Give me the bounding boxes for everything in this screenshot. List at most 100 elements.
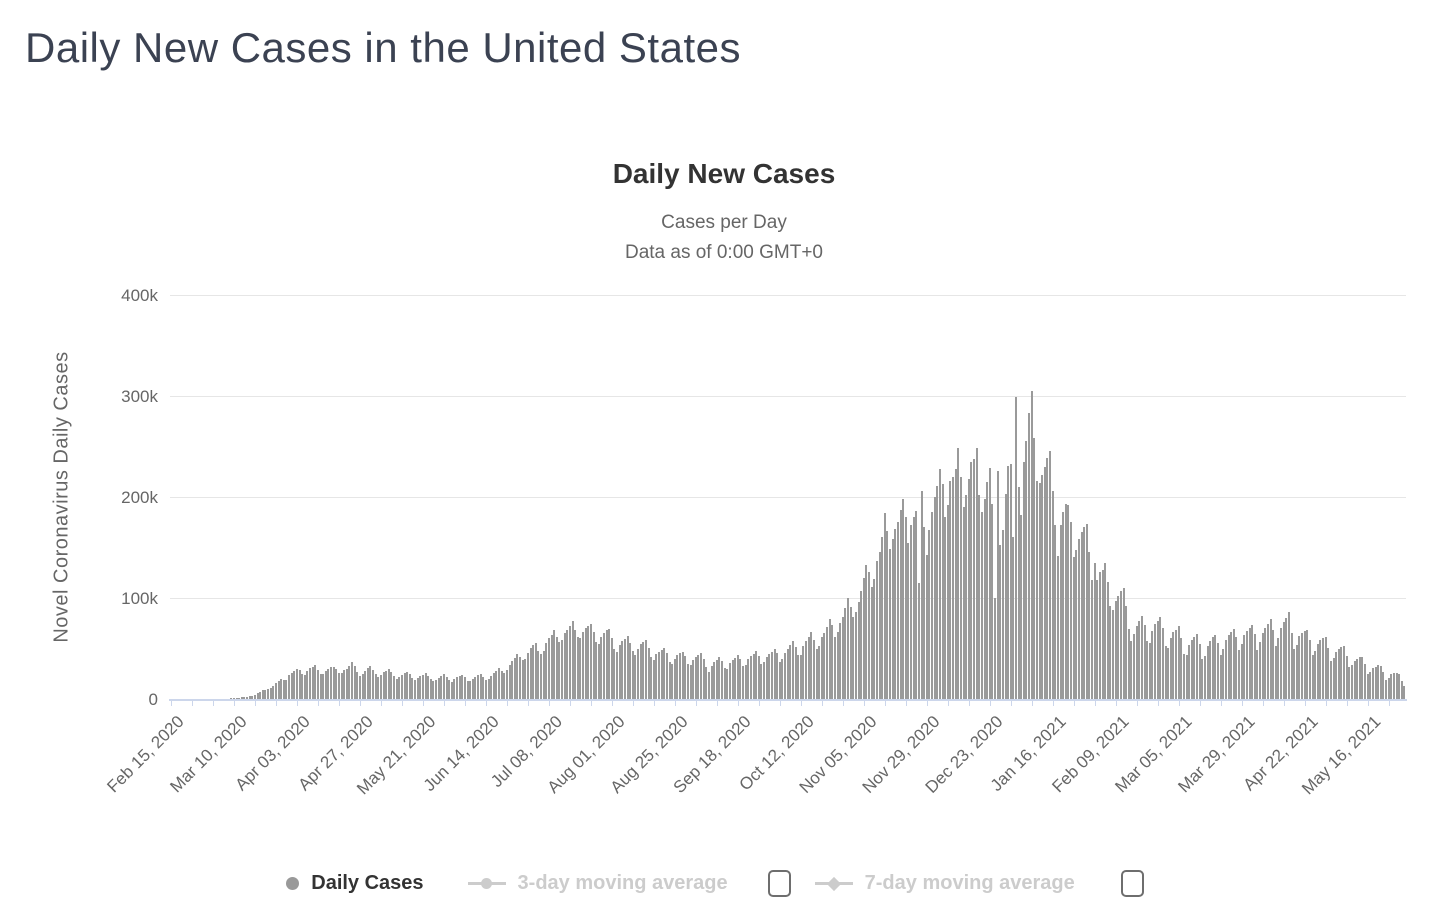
bar[interactable] [794,646,797,699]
bar[interactable] [789,645,792,699]
bar[interactable] [579,637,582,699]
bar[interactable] [372,670,375,699]
bar[interactable] [390,672,393,699]
bar[interactable] [1387,678,1390,699]
bar[interactable] [495,670,498,699]
bar[interactable] [414,679,417,699]
bar[interactable] [1043,467,1046,699]
bar[interactable] [306,670,309,699]
bar[interactable] [529,648,532,699]
bar[interactable] [650,656,653,699]
bar[interactable] [534,642,537,699]
bar[interactable] [466,680,469,699]
bar[interactable] [219,698,222,699]
bar[interactable] [1217,642,1220,699]
bar[interactable] [852,616,855,699]
bar[interactable] [996,471,999,699]
bar[interactable] [1364,664,1366,699]
bar[interactable] [697,655,700,699]
bar[interactable] [658,651,661,699]
bar[interactable] [238,697,241,699]
bar[interactable] [1235,636,1238,699]
bar[interactable] [382,672,385,699]
bar[interactable] [1001,530,1004,699]
bar[interactable] [757,655,760,699]
bar[interactable] [1256,649,1259,699]
bar[interactable] [1248,627,1251,699]
bar[interactable] [1046,458,1049,699]
bar[interactable] [1264,627,1267,699]
bar[interactable] [1322,637,1325,699]
bar[interactable] [277,680,280,699]
bar[interactable] [1301,632,1304,699]
bar[interactable] [303,674,306,699]
bar[interactable] [899,509,902,699]
bar[interactable] [406,671,409,699]
bar[interactable] [962,507,965,699]
bar[interactable] [235,698,238,699]
bar[interactable] [566,629,569,699]
bar[interactable] [1211,637,1214,699]
bar[interactable] [1198,643,1201,699]
bar[interactable] [563,633,566,699]
bar[interactable] [1348,667,1351,699]
bar[interactable] [259,691,262,699]
bar[interactable] [684,655,687,699]
bar[interactable] [655,654,658,699]
bar[interactable] [225,698,228,699]
bar[interactable] [521,660,524,699]
bar[interactable] [1371,668,1374,699]
bar[interactable] [1093,563,1096,699]
bar[interactable] [309,668,312,699]
bar[interactable] [505,670,508,699]
legend-checkbox[interactable] [767,870,791,897]
bar[interactable] [1161,627,1164,699]
bar[interactable] [920,491,923,699]
bar[interactable] [723,667,726,699]
bar[interactable] [1379,665,1382,699]
bar[interactable] [1030,391,1033,699]
bar[interactable] [1119,591,1122,699]
bar[interactable] [511,660,514,699]
bar[interactable] [1287,612,1290,699]
bar[interactable] [978,495,981,699]
bar[interactable] [839,622,842,699]
bar[interactable] [337,672,340,699]
bar[interactable] [728,663,731,699]
bar[interactable] [201,698,204,699]
bar[interactable] [812,640,815,699]
bar[interactable] [1308,639,1311,699]
bar[interactable] [222,698,225,699]
bar[interactable] [456,677,459,699]
bar[interactable] [1091,580,1094,699]
bar[interactable] [613,649,616,699]
bar[interactable] [332,666,335,699]
bar[interactable] [269,687,272,699]
bar[interactable] [692,659,695,699]
bar[interactable] [513,657,516,699]
bar[interactable] [833,636,836,699]
bar[interactable] [589,624,592,699]
bar[interactable] [479,673,482,699]
bar[interactable] [938,469,941,699]
bar[interactable] [671,663,674,699]
bar[interactable] [862,578,865,699]
bar[interactable] [1400,681,1403,699]
bar[interactable] [474,676,477,699]
bar[interactable] [647,647,650,699]
bar[interactable] [1148,642,1151,699]
bar[interactable] [492,673,495,699]
bar[interactable] [1280,628,1283,699]
bar[interactable] [1243,634,1246,699]
bar[interactable] [1219,655,1222,699]
bar[interactable] [1298,635,1301,699]
bar[interactable] [298,669,301,699]
bar[interactable] [1075,550,1078,699]
bar[interactable] [773,649,776,699]
bar[interactable] [1361,656,1364,699]
bar[interactable] [1109,605,1112,699]
bar[interactable] [883,513,886,699]
bar[interactable] [555,636,558,699]
bar[interactable] [999,544,1002,699]
bar[interactable] [484,680,487,699]
